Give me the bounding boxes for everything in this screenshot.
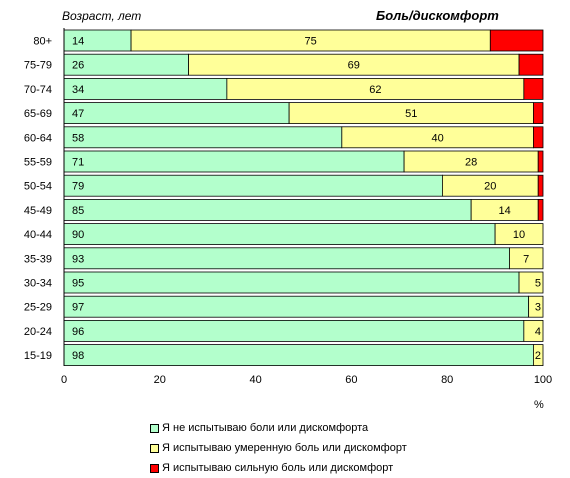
data-label: 40 [431, 132, 443, 144]
legend-item-no-pain: Я не испытываю боли или дискомфорта [150, 418, 407, 438]
bar-segment [63, 78, 228, 100]
y-tick-label: 40-44 [24, 229, 52, 241]
data-label: 34 [72, 84, 84, 96]
legend-item-moderate-pain: Я испытываю умеренную боль или дискомфор… [150, 438, 407, 458]
bar-segment [63, 102, 290, 124]
y-tick-label: 55-59 [24, 157, 52, 169]
y-tick-label: 35-39 [24, 253, 52, 265]
data-label: 47 [72, 108, 84, 120]
y-tick-label: 75-79 [24, 60, 52, 72]
data-label: 58 [72, 132, 84, 144]
bar-segment [533, 126, 544, 149]
data-label: 28 [465, 157, 477, 169]
x-axis-title: % [534, 399, 544, 411]
bar-segment [489, 29, 544, 52]
y-tick-label: 25-29 [24, 302, 52, 314]
data-label: 90 [72, 229, 84, 241]
bar-segment [63, 295, 530, 318]
x-tick-label: 20 [154, 374, 166, 386]
data-label: 69 [348, 60, 360, 72]
data-label: 93 [72, 253, 84, 265]
y-tick-label: 30-34 [24, 278, 52, 290]
bar-segment [63, 223, 496, 246]
data-label: 79 [72, 181, 84, 193]
bar-segment [528, 295, 544, 318]
data-label: 7 [523, 253, 529, 265]
y-tick-label: 20-24 [24, 326, 52, 338]
data-label: 95 [72, 278, 84, 290]
y-tick-label: 15-19 [24, 350, 52, 362]
y-tick-label: 80+ [33, 36, 52, 48]
bar-segment [533, 102, 544, 124]
x-tick-label: 80 [441, 374, 453, 386]
y-tick-label: 60-64 [24, 132, 52, 144]
bar-segment [63, 150, 405, 173]
bar-segment [537, 198, 544, 221]
data-label: 5 [535, 278, 541, 290]
legend-label-moderate-pain: Я испытываю умеренную боль или дискомфор… [162, 442, 407, 454]
bar-segment [63, 126, 343, 149]
legend-label-no-pain: Я не испытываю боли или дискомфорта [162, 422, 369, 434]
x-tick-label: 60 [345, 374, 357, 386]
data-label: 71 [72, 157, 84, 169]
data-label: 2 [535, 350, 541, 362]
data-label: 4 [535, 326, 541, 338]
bar-segment [518, 53, 544, 76]
legend-swatch-moderate-pain [150, 443, 159, 453]
data-label: 96 [72, 326, 84, 338]
bar-segment [494, 223, 544, 246]
data-label: 75 [305, 36, 317, 48]
bar-segment [63, 174, 443, 197]
data-label: 10 [513, 229, 525, 241]
bar-segment [509, 247, 544, 270]
x-tick-label: 100 [534, 374, 552, 386]
data-label: 20 [484, 181, 496, 193]
data-label: 26 [72, 60, 84, 72]
bar-segment [63, 247, 510, 270]
x-tick-label: 40 [249, 374, 261, 386]
y-tick-label: 65-69 [24, 108, 52, 120]
y-tick-label: 45-49 [24, 205, 52, 217]
legend-swatch-no-pain [150, 423, 159, 433]
bar-segment [523, 78, 544, 100]
bar-segment [63, 198, 472, 221]
data-label: 85 [72, 205, 84, 217]
bar-segment [533, 344, 544, 367]
chart-title: Боль/дискомфорт [376, 8, 499, 23]
data-label: 3 [535, 302, 541, 314]
data-label: 62 [369, 84, 381, 96]
y-tick-label: 50-54 [24, 181, 52, 193]
bar-segment [63, 344, 534, 367]
data-label: 14 [72, 36, 84, 48]
bar-segment [523, 319, 544, 342]
legend-swatch-severe-pain [150, 463, 159, 473]
x-tick-label: 0 [61, 374, 67, 386]
bar-segment [518, 271, 544, 294]
legend-label-severe-pain: Я испытываю сильную боль или дискомфорт [162, 462, 394, 474]
data-label: 51 [405, 108, 417, 120]
data-label: 98 [72, 350, 84, 362]
y-tick-label: 70-74 [24, 84, 52, 96]
bar-segment [537, 150, 544, 173]
bar-segment [63, 271, 520, 294]
bar-segment [537, 174, 544, 197]
legend: Я не испытываю боли или дискомфорта Я ис… [150, 418, 407, 478]
bar-segment [63, 319, 525, 342]
legend-item-severe-pain: Я испытываю сильную боль или дискомфорт [150, 458, 407, 478]
data-label: 14 [499, 205, 511, 217]
data-label: 97 [72, 302, 84, 314]
y-axis-title: Возраст, лет [62, 9, 141, 23]
